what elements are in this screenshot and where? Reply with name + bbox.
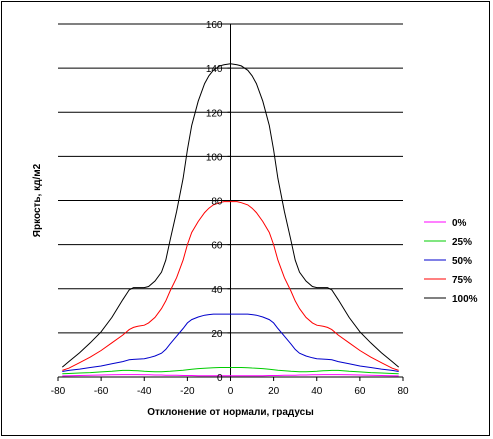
y-tick-label: 100 — [206, 152, 223, 163]
x-tick-label: 80 — [397, 386, 409, 397]
y-tick-label: 0 — [217, 373, 223, 384]
y-tick-label: 40 — [211, 285, 223, 296]
x-tick-label: 20 — [268, 386, 280, 397]
legend-label: 0% — [452, 218, 467, 229]
x-tick-label: -60 — [94, 386, 109, 397]
series-line — [61, 63, 400, 368]
series-lines — [61, 63, 400, 377]
x-tick-label: -20 — [180, 386, 195, 397]
y-tick-label: 20 — [211, 329, 223, 340]
series-line — [62, 374, 399, 377]
x-axis-title: Отклонение от нормали, градусы — [147, 407, 314, 418]
series-line — [62, 201, 399, 371]
x-tick-label: -40 — [137, 386, 152, 397]
legend-label: 50% — [452, 256, 472, 267]
axes — [57, 23, 404, 381]
legend: 0% 25% 50% 75% 100% — [424, 218, 478, 305]
y-tick-label: 160 — [206, 20, 223, 31]
legend-label: 75% — [452, 275, 472, 286]
y-tick-label: 120 — [206, 108, 223, 119]
y-tick-label: 80 — [211, 197, 223, 208]
x-tick-label: 0 — [228, 386, 234, 397]
series-line — [62, 367, 399, 375]
tick-labels: 0 20 40 60 80 100 120 140 160 -80 -60 -40 -20 0 20 40 60… — [51, 20, 409, 397]
y-axis-title: Яркость, кд/м2 — [32, 163, 43, 237]
legend-label: 25% — [452, 237, 472, 248]
x-tick-label: 60 — [354, 386, 366, 397]
y-tick-label: 60 — [211, 241, 223, 252]
y-tick-label: 140 — [206, 64, 223, 75]
legend-label: 100% — [452, 294, 478, 305]
series-line — [62, 313, 399, 372]
x-tick-label: 40 — [311, 386, 323, 397]
x-tick-label: -80 — [51, 386, 66, 397]
